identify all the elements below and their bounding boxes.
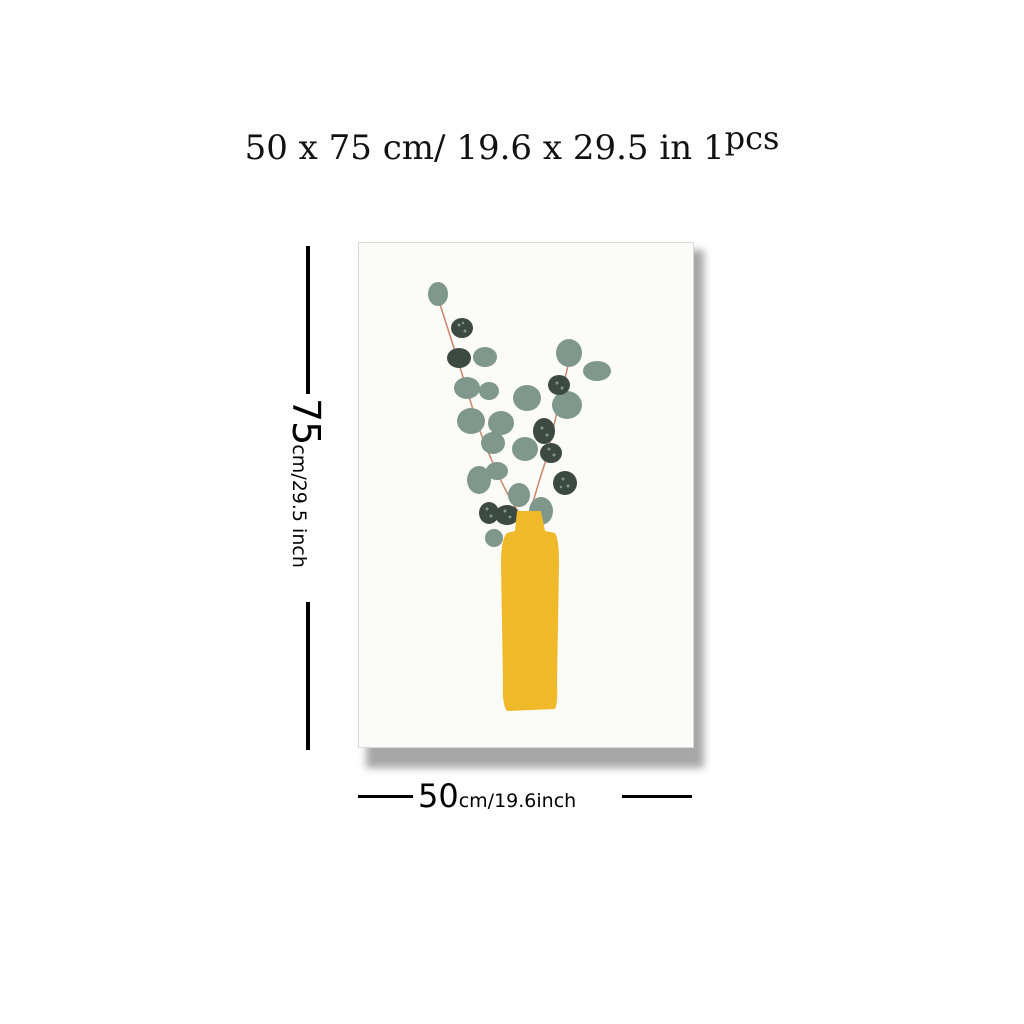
- height-value: 75: [284, 398, 328, 445]
- width-value: 50: [418, 777, 459, 815]
- leaves-dark: [447, 318, 577, 525]
- height-unit: cm/29.5 inch: [288, 444, 310, 568]
- width-dimension-line-right: [622, 795, 692, 798]
- size-headline: 50 x 75 cm/ 19.6 x 29.5 in 1pcs: [0, 119, 1024, 168]
- width-dimension-label: 50cm/19.6inch: [418, 777, 576, 815]
- width-unit: cm/19.6inch: [458, 790, 577, 812]
- height-dimension-line-bottom: [306, 602, 310, 750]
- headline-height-in: 29.5: [572, 128, 649, 168]
- leaves-light: [428, 282, 611, 547]
- headline-width-cm: 50: [244, 128, 288, 168]
- headline-times-2: x: [542, 128, 563, 168]
- yellow-vase: [501, 511, 559, 711]
- headline-cm-unit: cm/: [382, 128, 446, 168]
- width-dimension-line-left: [358, 795, 413, 798]
- eucalyptus-vase-artwork: [428, 282, 611, 711]
- canvas-print: [358, 242, 694, 748]
- height-dimension-label: 75cm/29.5 inch: [284, 398, 328, 598]
- leaf-speckles: [457, 321, 570, 519]
- headline-count-unit: pcs: [724, 119, 780, 157]
- headline-times-1: x: [298, 128, 318, 168]
- headline-count: 1: [702, 128, 725, 168]
- headline-width-in: 19.6: [456, 128, 533, 168]
- headline-height-cm: 75: [328, 128, 372, 168]
- height-dimension-line-top: [306, 246, 310, 394]
- headline-in-unit: in: [659, 128, 693, 168]
